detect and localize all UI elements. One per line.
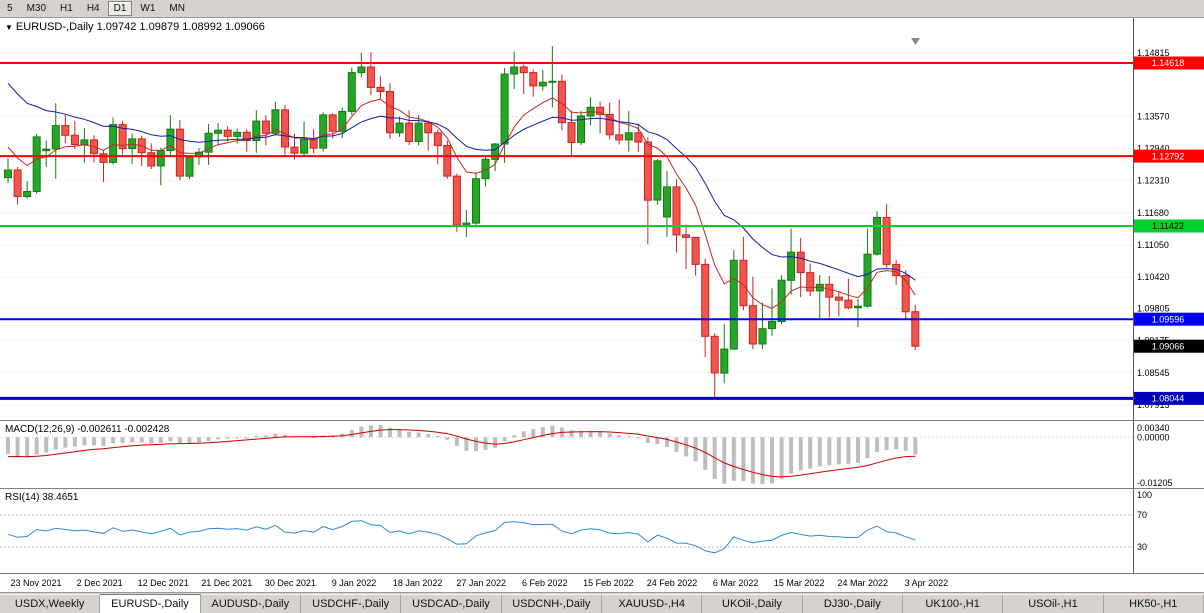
svg-text:70: 70 (1137, 510, 1147, 520)
svg-text:1.13570: 1.13570 (1137, 112, 1170, 122)
tab-hk50-h1[interactable]: HK50-,H1 (1103, 594, 1204, 613)
svg-text:1.11050: 1.11050 (1137, 240, 1169, 250)
price-badge: 1.09066 (1134, 339, 1204, 353)
time-axis-label: 6 Feb 2022 (522, 578, 568, 588)
svg-text:1.12310: 1.12310 (1137, 176, 1170, 186)
ma-fast-red (7, 97, 916, 309)
svg-text:1.09805: 1.09805 (1137, 304, 1170, 314)
svg-text:1.14618: 1.14618 (1152, 58, 1185, 68)
chart-shift-marker (911, 38, 920, 45)
chart-tabs-bar: USDX,Weekly EURUSD-,Daily AUDUSD-,Daily USD… (0, 593, 1204, 613)
time-axis[interactable]: 23 Nov 2021 2 Dec 2021 12 Dec 2021 21 Dec 2… (0, 574, 1204, 593)
svg-text:0.00000: 0.00000 (1137, 432, 1170, 442)
price-badge: 1.14618 (1134, 56, 1204, 70)
svg-text:1.08044: 1.08044 (1152, 394, 1185, 404)
time-axis-label: 18 Jan 2022 (392, 578, 443, 588)
time-axis-label: 6 Mar 2022 (712, 578, 759, 588)
tab-audusd-daily[interactable]: AUDUSD-,Daily (200, 594, 301, 613)
price-badge: 1.08044 (1134, 391, 1204, 405)
macd-histogram (6, 425, 918, 484)
price-badge: 1.12792 (1134, 149, 1204, 163)
svg-text:1.10420: 1.10420 (1137, 272, 1170, 282)
time-axis-label: 9 Jan 2022 (331, 578, 377, 588)
price-badge: 1.11422 (1134, 219, 1204, 233)
svg-text:1.09066: 1.09066 (1152, 341, 1185, 351)
tab-uk100-h1[interactable]: UK100-,H1 (902, 594, 1004, 613)
time-axis-label: 15 Mar 2022 (773, 578, 825, 588)
svg-text:30: 30 (1137, 542, 1147, 552)
price-badge: 1.09596 (1134, 312, 1204, 326)
tab-eurusd-daily[interactable]: EURUSD-,Daily (100, 594, 201, 613)
tab-usdcnh-daily[interactable]: USDCNH-,Daily (501, 594, 602, 613)
tab-usdx-weekly[interactable]: USDX,Weekly (0, 594, 101, 613)
macd-panel: 0.00340 0.00000 -0.01205 MACD(12,26,9) -0.… (0, 421, 1204, 489)
candles-layer (4, 46, 920, 398)
time-axis-label: 27 Jan 2022 (456, 578, 506, 588)
timeframe-toolbar: 5 M30 H1 H4 D1 W1 MN (0, 0, 1204, 18)
time-axis-label: 21 Dec 2021 (201, 578, 253, 588)
rsi-line (7, 520, 916, 554)
time-axis-label: 15 Feb 2022 (583, 578, 634, 588)
svg-text:-0.01205: -0.01205 (1137, 478, 1173, 488)
rsi-indicator-chart[interactable]: 100 70 30 (0, 489, 1204, 573)
svg-text:1.14815: 1.14815 (1137, 48, 1170, 58)
period-button-h1[interactable]: H1 (60, 3, 73, 14)
period-button-d1[interactable]: D1 (107, 1, 133, 16)
rsi-panel: 100 70 30 RSI(14) 38.4651 (0, 489, 1204, 574)
tab-usoil-h1[interactable]: USOil-,H1 (1003, 594, 1104, 613)
time-axis-label: 3 Apr 2022 (904, 578, 949, 588)
period-button-mn[interactable]: MN (169, 3, 185, 14)
svg-text:1.08545: 1.08545 (1137, 368, 1170, 378)
period-button-m30[interactable]: M30 (26, 3, 47, 14)
time-axis-label: 24 Feb 2022 (646, 578, 698, 588)
svg-text:1.11680: 1.11680 (1137, 208, 1169, 218)
svg-text:1.12792: 1.12792 (1152, 151, 1185, 161)
time-axis-label: 2 Dec 2021 (76, 578, 123, 588)
time-axis-label: 23 Nov 2021 (10, 578, 62, 588)
time-axis-label: 24 Mar 2022 (837, 578, 889, 588)
tab-usdchf-daily[interactable]: USDCHF-,Daily (300, 594, 402, 613)
svg-text:1.11422: 1.11422 (1152, 221, 1184, 231)
svg-text:1.07915: 1.07915 (1137, 400, 1170, 410)
period-button-h4[interactable]: H4 (86, 3, 100, 14)
svg-text:1.09596: 1.09596 (1152, 314, 1185, 324)
tab-dj30-daily[interactable]: DJ30-,Daily (802, 594, 903, 613)
price-gridlines (0, 52, 1133, 406)
time-axis-label: 30 Dec 2021 (264, 578, 316, 588)
tab-xauusd-h4[interactable]: XAUUSD-,H4 (601, 594, 703, 613)
candlestick-chart[interactable]: 1.14815 1.13570 1.12940 1.12310 1.11680 1.110… (0, 18, 1204, 420)
macd-signal-line (7, 429, 916, 478)
period-button-w1[interactable]: W1 (140, 3, 156, 14)
ma-slow-blue (7, 82, 916, 281)
tab-ukoil-daily[interactable]: UKOil-,Daily (702, 594, 803, 613)
period-button-5[interactable]: 5 (7, 3, 13, 14)
svg-text:100: 100 (1137, 490, 1152, 500)
tab-usdcad-daily[interactable]: USDCAD-,Daily (401, 594, 502, 613)
svg-text:0.00340: 0.00340 (1137, 423, 1170, 433)
price-chart-panel: 1.14815 1.13570 1.12940 1.12310 1.11680 1.110… (0, 18, 1204, 421)
svg-text:1.12940: 1.12940 (1137, 144, 1170, 154)
time-axis-label: 12 Dec 2021 (137, 578, 189, 588)
